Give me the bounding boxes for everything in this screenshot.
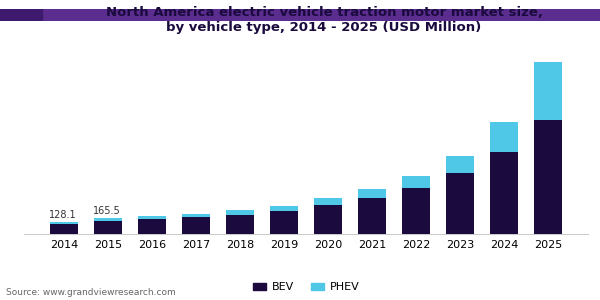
Legend: BEV, PHEV: BEV, PHEV — [248, 278, 364, 297]
Bar — [490, 122, 518, 152]
Bar — [358, 190, 386, 198]
Bar — [314, 205, 343, 234]
Bar — [137, 219, 166, 234]
Bar — [269, 211, 298, 234]
Bar — [182, 218, 210, 234]
Text: 165.5: 165.5 — [92, 206, 120, 216]
Bar — [402, 188, 430, 234]
Bar — [269, 206, 298, 211]
Bar — [402, 176, 430, 188]
Polygon shape — [0, 9, 42, 21]
Bar — [182, 214, 210, 218]
Bar — [50, 222, 78, 224]
Text: Source: www.grandviewresearch.com: Source: www.grandviewresearch.com — [6, 288, 176, 297]
Bar — [490, 152, 518, 234]
Bar — [358, 198, 386, 234]
Bar — [534, 61, 562, 120]
Bar — [534, 120, 562, 234]
Bar — [226, 210, 254, 214]
Bar — [226, 214, 254, 234]
Text: 128.1: 128.1 — [49, 209, 76, 220]
Bar — [50, 224, 78, 234]
Bar — [446, 156, 475, 173]
Bar — [446, 173, 475, 234]
Bar — [94, 218, 122, 221]
Text: North America electric vehicle traction motor market size,
by vehicle type, 2014: North America electric vehicle traction … — [106, 6, 542, 34]
Bar — [137, 217, 166, 219]
Bar — [314, 198, 343, 205]
Bar — [94, 221, 122, 234]
